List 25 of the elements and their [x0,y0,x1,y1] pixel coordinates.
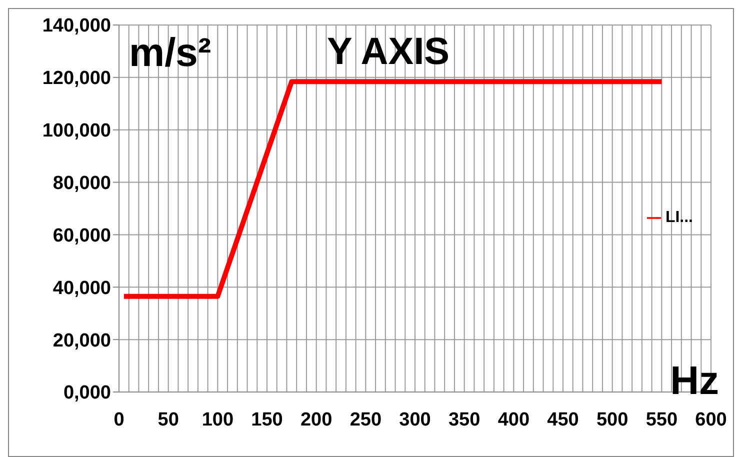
chart-title: Y AXIS [327,31,450,74]
x-tick-label: 200 [300,409,332,430]
y-tick-label: 120,000 [42,68,111,90]
x-tick-label: 550 [646,409,678,430]
x-tick-label: 0 [114,409,124,430]
x-tick-label: 450 [547,409,579,430]
y-tick-label: 0,000 [63,382,111,404]
y-tick-label: 60,000 [52,225,111,246]
x-axis-title: Hz [670,359,719,403]
x-tick-label: 300 [399,409,431,430]
x-tick-label: 250 [350,409,382,430]
y-axis-title: m/s² [129,31,212,76]
y-tick-label: 80,000 [52,173,111,194]
x-tick-label: 50 [158,409,179,430]
legend-label: LI... [665,209,693,226]
x-tick-label: 150 [251,409,283,430]
y-tick-label: 40,000 [52,278,111,299]
x-tick-label: 500 [596,409,628,430]
x-tick-label: 350 [448,409,480,430]
x-tick-label: 600 [695,409,727,430]
x-tick-label: 400 [498,409,530,430]
y-tick-label: 100,000 [42,120,111,142]
x-tick-label: 100 [202,409,234,430]
y-tick-label: 20,000 [52,330,111,352]
y-tick-label: 140,000 [42,16,111,37]
